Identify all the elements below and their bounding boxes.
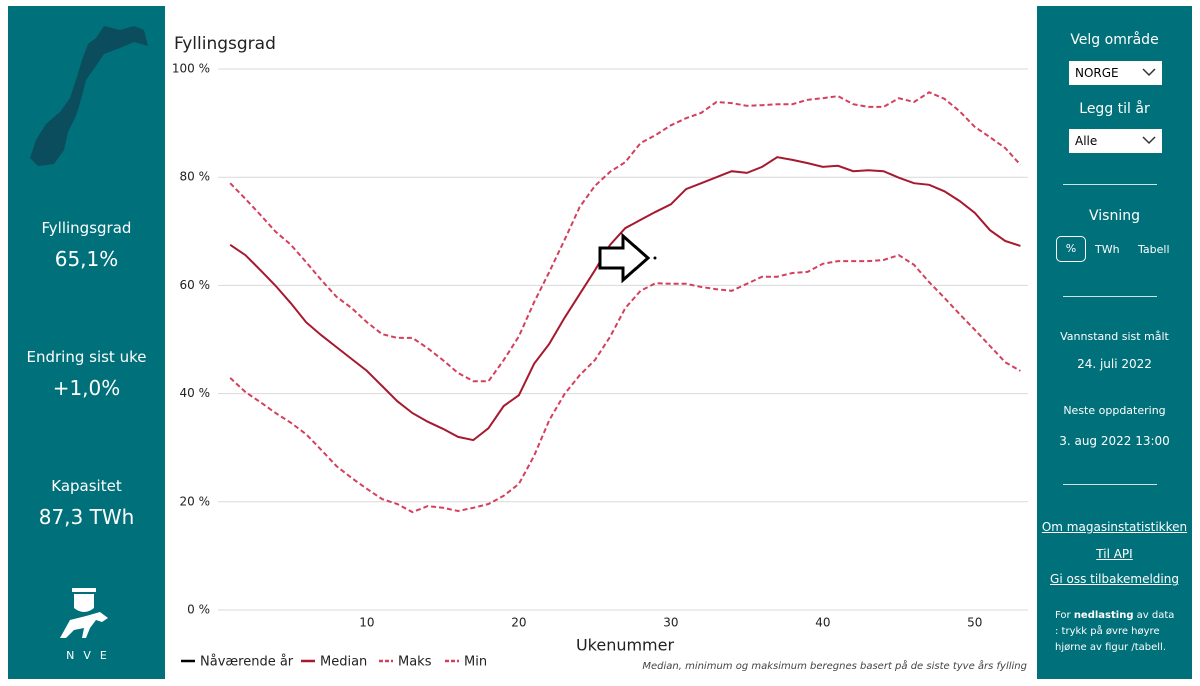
legend-label: Min [464,655,487,670]
series-line [229,91,1022,383]
measured-value: 24. juli 2022 [1077,357,1152,371]
stat-value: +1,0% [52,376,121,400]
chevron [1142,68,1156,77]
x-tick-label: 50 [967,616,982,630]
legend-label: Nåværende år [200,655,294,670]
y-tick-label: 0 % [187,603,210,617]
view-option[interactable]: Tabell [1138,243,1170,256]
link[interactable]: Om magasinstatistikken [1041,520,1188,534]
note-text: av data : trykk på øvre høyre hjørne av … [1055,610,1175,653]
next-value: 3. aug 2022 13:00 [1059,434,1170,448]
measured-label: Vannstand sist målt [1060,330,1169,343]
grid: 0 % 20 % 40 % 60 % 80 % 100 % 10 20 30 40 50 [172,62,1028,630]
year-label: Legg til år [1079,101,1150,117]
map-icon [30,26,148,166]
y-tick-label: 60 % [180,278,211,292]
cursor-dot [653,256,657,260]
cursor-arrow [598,232,651,284]
stat-value: 87,3 TWh [38,505,135,529]
note-text: For [1055,610,1074,621]
view-option[interactable]: TWh [1095,243,1120,256]
y-tick-label: 100 % [172,62,210,76]
download-note: For nedlasting av data : trykk på øvre h… [1055,608,1177,656]
chevron [1142,136,1156,145]
separator [1063,184,1157,185]
chart: Fyllingsgrad Ukenummer Median, minimum o… [172,34,1028,672]
x-tick-label: 20 [511,616,526,630]
y-tick-label: 20 % [180,494,211,508]
lines [229,91,1022,514]
right-panel: Velg område NORGE Legg til år Alle Visni… [1037,6,1192,679]
logo-text: NVE [66,649,116,662]
stat-label: Kapasitet [51,477,122,495]
area-label: Velg område [1070,32,1159,48]
legend: Nåværende år Median Maks Min [181,655,487,670]
link[interactable]: Til API [1096,547,1133,561]
chart-note: Median, minimum og maksimum beregnes bas… [642,659,1027,672]
note-bold: nedlasting [1073,610,1134,621]
stat-value: 65,1% [54,247,119,271]
x-tick-label: 10 [359,616,374,630]
series-line [229,156,1021,442]
view-option[interactable]: % [1056,236,1086,262]
separator [1063,484,1157,485]
stat-label: Endring sist uke [26,348,147,366]
area-dropdown[interactable]: NORGE [1069,61,1162,85]
year-value: Alle [1075,134,1098,148]
next-label: Neste oppdatering [1063,404,1166,417]
x-tick-label: 40 [815,616,830,630]
view-label: Visning [1089,208,1140,224]
chart-title: Fyllingsgrad [174,34,276,54]
x-tick-label: 30 [663,616,678,630]
legend-label: Median [320,655,367,670]
series-line [229,254,1021,514]
x-axis-label: Ukenummer [576,636,675,655]
separator [1063,296,1157,297]
year-dropdown[interactable]: Alle [1069,129,1162,153]
legend-label: Maks [398,655,432,670]
y-tick-label: 80 % [180,170,211,184]
stat-label: Fyllingsgrad [41,219,132,237]
link[interactable]: Gi oss tilbakemelding [1050,572,1179,586]
left-panel: Fyllingsgrad 65,1% Endring sist uke +1,0… [8,6,165,679]
nve-logo [60,588,108,638]
area-value: NORGE [1075,66,1119,80]
y-tick-label: 40 % [180,386,211,400]
